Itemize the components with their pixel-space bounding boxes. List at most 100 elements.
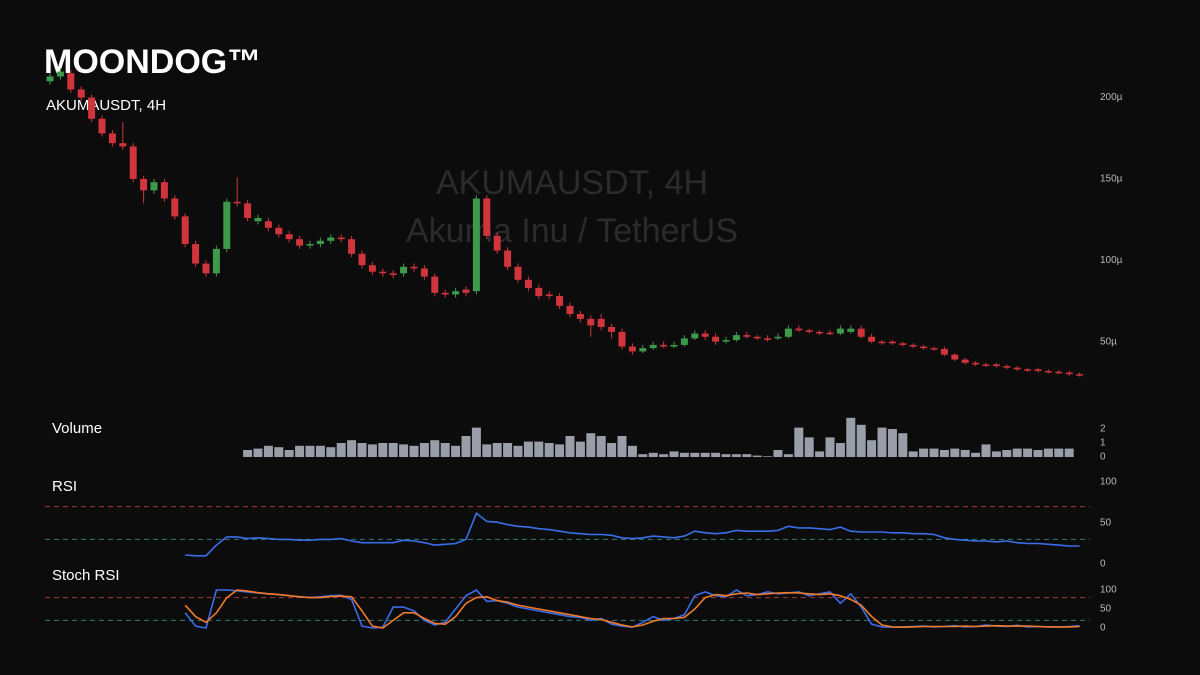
candle-body [732,335,740,341]
candle-body [56,71,64,77]
volume-bar [971,452,981,457]
candle-body [743,335,751,337]
candle-body [160,182,168,199]
candle-body [202,263,210,274]
candle-body [649,344,657,349]
volume-bar [804,437,814,457]
volume-bar [409,445,419,457]
panel-title: RSI [52,478,77,495]
candle-body [608,327,616,332]
volume-bar [451,445,461,457]
panel-title: Volume [52,420,102,437]
candle-body [556,296,564,306]
candle-body [514,266,522,280]
candle-body [316,240,324,245]
candle-body [348,239,356,254]
logo: MOONDOG™ [44,43,261,81]
candle-body [920,346,928,349]
volume-bar [815,451,825,457]
candle-body [992,364,1000,367]
volume-bar [347,440,357,457]
candle-body [410,266,418,269]
y-tick-label: 0 [1100,623,1106,634]
y-tick-label: 2 [1100,424,1106,435]
volume-bar [929,448,939,457]
y-tick-label: 50 [1100,518,1112,529]
watermark: AKUMAUSDT, 4H [436,164,708,202]
volume-bar [711,452,721,457]
candle-body [524,279,532,288]
volume-bar [253,448,263,457]
candle-body [566,305,574,314]
candle-body [1044,370,1052,373]
candle-body [712,336,720,342]
volume-bar [939,450,949,457]
volume-bar [981,444,991,457]
candle-body [306,244,314,246]
candle-body [857,328,865,337]
candle-body [46,76,54,82]
candle-body [816,331,824,334]
candle-body [400,266,408,274]
volume-bar [638,454,648,457]
volume-bar [731,454,741,457]
volume-bar [669,451,679,457]
candle-body [576,313,584,319]
candle-body [337,237,345,240]
candle-body [888,341,896,344]
volume-bar [742,454,752,457]
candle-body [868,336,876,342]
candle-body [701,333,709,337]
candle-body [836,328,844,334]
candle-body [972,362,980,365]
candle-body [389,273,397,275]
candle-body [285,234,293,240]
volume-bar [752,455,762,457]
candle-body [431,276,439,293]
volume-bar [1064,448,1074,457]
candle-body [181,216,189,245]
volume-bar [243,450,253,457]
volume-bar [596,436,606,457]
candle-body [483,198,491,236]
candle-body [493,235,501,251]
volume-bar [773,450,783,457]
y-tick-label: 50µ [1100,336,1117,347]
y-tick-label: 0 [1100,452,1106,463]
candle-body [192,244,200,264]
volume-bar [1002,450,1012,457]
volume-bar [565,436,575,457]
candle-body [275,227,283,235]
volume-bar [867,440,877,457]
candle-body [98,118,106,134]
y-tick-label: 100 [1100,477,1117,488]
volume-bar [1054,448,1064,457]
volume-bar [700,452,710,457]
candle-body [764,338,772,341]
candle-body [254,217,262,222]
candle-body [379,271,387,274]
candle-body [119,143,127,147]
volume-bar [315,445,325,457]
volume-bar [357,443,367,457]
volume-bar [378,443,388,457]
y-tick-label: 150µ [1100,174,1123,185]
y-tick-label: 200µ [1100,92,1123,103]
volume-bar [1043,448,1053,457]
volume-bar [503,443,513,457]
candle-body [982,364,990,366]
volume-bar [950,448,960,457]
volume-bar [908,451,918,457]
volume-bar [523,441,533,457]
candle-body [899,343,907,345]
volume-bar [991,451,1001,457]
candle-body [67,73,75,90]
volume-bar [492,443,502,457]
y-tick-label: 50 [1100,604,1112,615]
candle-body [795,328,803,331]
candle-body [1024,369,1032,371]
volume-bar [887,429,897,457]
y-tick-label: 100µ [1100,255,1123,266]
volume-bar [586,433,596,457]
